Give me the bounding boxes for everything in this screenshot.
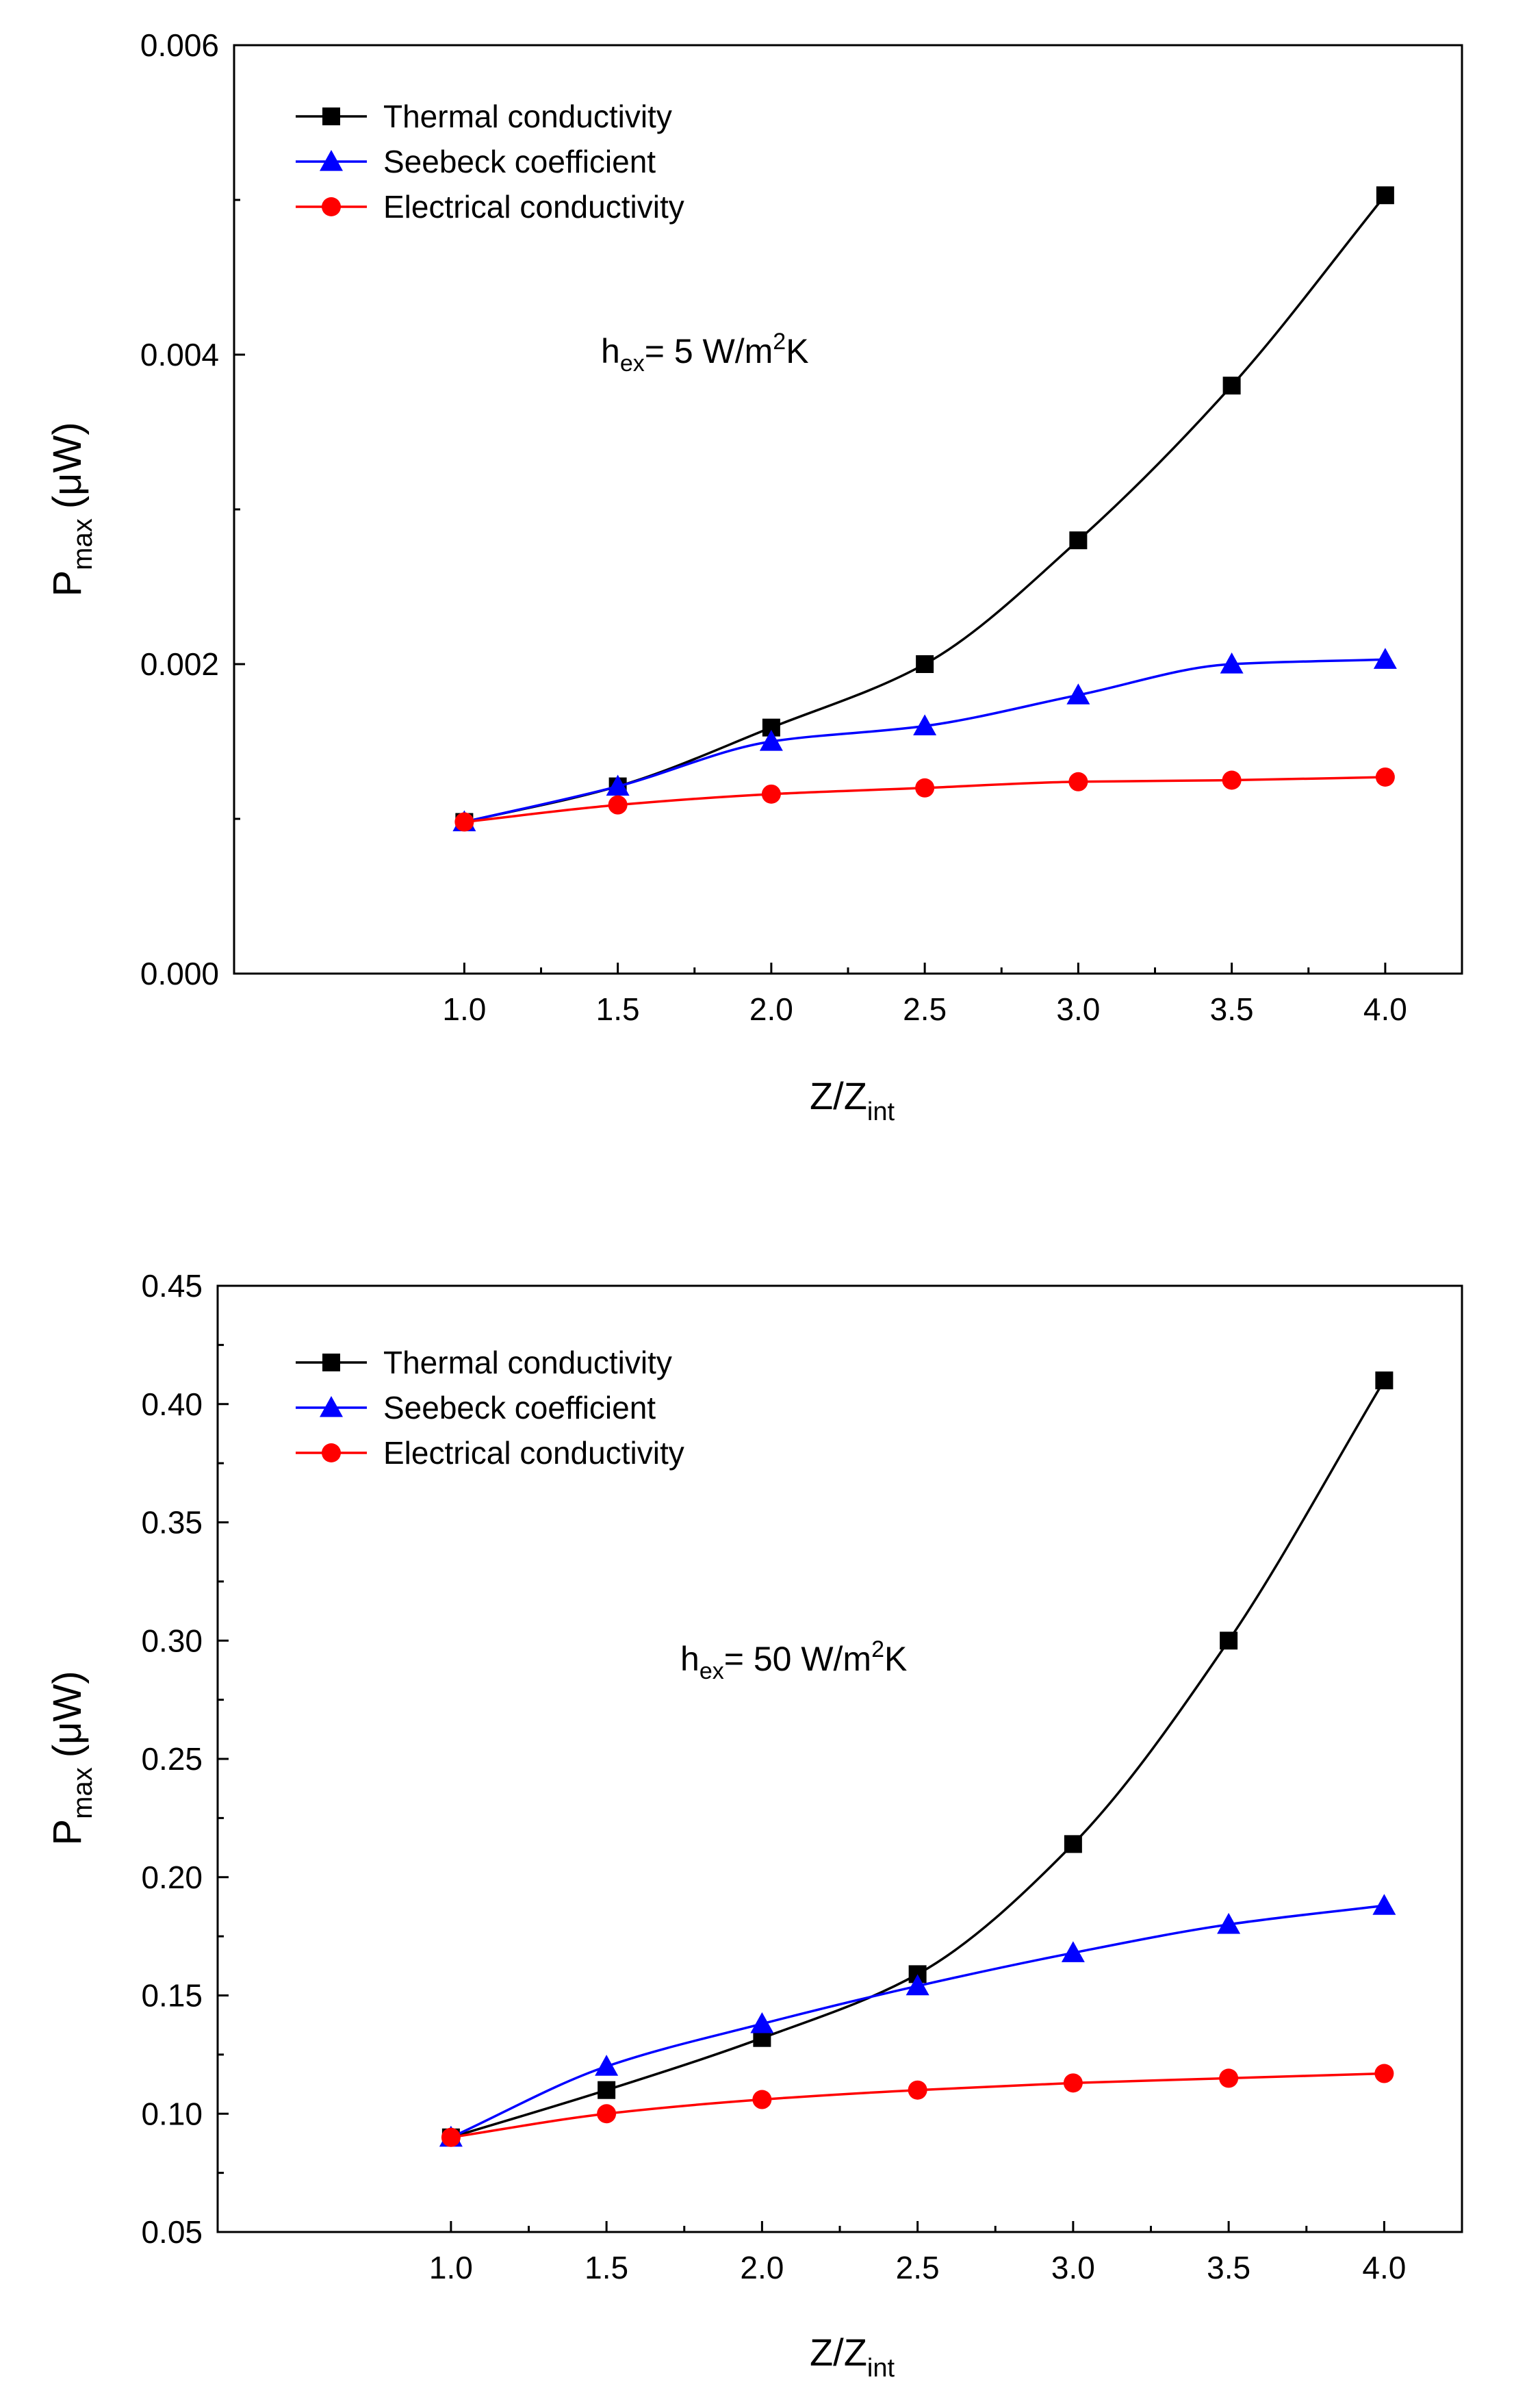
x-tick-label: 2.5 bbox=[903, 991, 947, 1027]
data-point-triangle bbox=[1061, 1941, 1085, 1962]
legend-label: Seebeck coefficient bbox=[383, 1390, 656, 1425]
x-tick-label: 1.0 bbox=[442, 991, 486, 1027]
y-tick-label: 0.30 bbox=[141, 1623, 203, 1658]
data-point-circle bbox=[1068, 772, 1088, 791]
data-point-circle bbox=[1063, 2073, 1083, 2093]
legend-label: Thermal conductivity bbox=[383, 99, 672, 134]
y-tick-label: 0.002 bbox=[140, 646, 219, 682]
x-tick-label: 1.5 bbox=[596, 991, 640, 1027]
data-point-circle bbox=[608, 795, 628, 815]
data-point-triangle bbox=[1372, 1894, 1396, 1915]
legend-marker-triangle bbox=[320, 150, 343, 171]
plot-frame bbox=[216, 1284, 1463, 2233]
series-line-triangle bbox=[463, 658, 1385, 824]
data-point-square bbox=[1375, 1371, 1394, 1390]
x-axis-label: Z/Zint bbox=[810, 2331, 895, 2383]
data-point-square bbox=[1376, 186, 1394, 205]
x-axis-label: Z/Zint bbox=[810, 1074, 895, 1126]
data-point-circle bbox=[597, 2104, 617, 2124]
data-point-triangle bbox=[595, 2055, 619, 2076]
legend-label: Electrical conductivity bbox=[383, 1435, 684, 1471]
legend-marker-triangle bbox=[320, 1396, 343, 1417]
y-tick-label: 0.004 bbox=[140, 337, 219, 372]
data-point-circle bbox=[1222, 770, 1242, 790]
x-tick-label: 1.5 bbox=[585, 2250, 628, 2285]
legend-marker-square bbox=[322, 1354, 340, 1371]
y-tick-label: 0.006 bbox=[140, 27, 219, 63]
x-tick-label: 4.0 bbox=[1363, 991, 1407, 1027]
data-point-triangle bbox=[1217, 1912, 1241, 1934]
y-axis-label: Pmax(μW) bbox=[45, 422, 98, 596]
data-point-circle bbox=[761, 784, 781, 804]
y-tick-label: 0.40 bbox=[141, 1386, 203, 1422]
data-point-triangle bbox=[1373, 648, 1397, 669]
data-point-square bbox=[598, 2081, 616, 2099]
annotation: hex= 5 W/m2K bbox=[601, 329, 809, 377]
data-point-square bbox=[1222, 377, 1241, 395]
annotation: hex= 50 W/m2K bbox=[680, 1636, 907, 1684]
x-tick-label: 4.0 bbox=[1362, 2250, 1406, 2285]
data-point-triangle bbox=[759, 730, 783, 751]
data-point-circle bbox=[441, 2127, 461, 2147]
y-axis-label: Pmax(μW) bbox=[45, 1671, 98, 1845]
data-point-circle bbox=[752, 2090, 772, 2109]
data-point-square bbox=[1069, 531, 1088, 550]
y-tick-label: 0.35 bbox=[141, 1505, 203, 1540]
x-tick-label: 2.5 bbox=[896, 2250, 940, 2285]
data-point-square bbox=[1064, 1835, 1082, 1853]
data-point-circle bbox=[454, 812, 474, 832]
x-tick-label: 3.5 bbox=[1207, 2250, 1250, 2285]
data-point-circle bbox=[1374, 2064, 1394, 2083]
data-point-triangle bbox=[750, 2012, 774, 2033]
y-tick-label: 0.25 bbox=[141, 1741, 203, 1777]
legend: Thermal conductivity Seebeck coefficient E… bbox=[296, 1345, 684, 1471]
x-tick-label: 3.0 bbox=[1051, 2250, 1095, 2285]
x-tick-label: 2.0 bbox=[749, 991, 793, 1027]
y-tick-label: 0.20 bbox=[141, 1860, 203, 1895]
data-point-triangle bbox=[906, 1974, 929, 1996]
data-point-circle bbox=[915, 778, 935, 798]
chart-1: 1.0 1.5 2.0 2.5 3.0 3.5 4.0 0.000 0.002 0.004 0.00… bbox=[45, 27, 1463, 1126]
legend-marker-circle bbox=[322, 197, 341, 216]
legend-label: Electrical conductivity bbox=[383, 189, 684, 225]
legend-label: Thermal conductivity bbox=[383, 1345, 672, 1380]
data-point-circle bbox=[908, 2080, 927, 2100]
series-line-triangle bbox=[450, 1904, 1385, 2139]
y-tick-label: 0.000 bbox=[140, 956, 219, 991]
y-tick-label: 0.10 bbox=[141, 2096, 203, 2131]
data-point-triangle bbox=[606, 774, 630, 796]
data-point-square bbox=[916, 655, 934, 673]
data-point-triangle bbox=[1066, 683, 1090, 705]
legend-marker-square bbox=[322, 107, 340, 125]
plot-frame bbox=[233, 44, 1463, 975]
data-point-circle bbox=[1375, 767, 1395, 787]
x-tick-label: 1.0 bbox=[429, 2250, 473, 2285]
data-point-triangle bbox=[913, 714, 937, 735]
data-point-square bbox=[1220, 1632, 1238, 1650]
x-tick-label: 3.0 bbox=[1056, 991, 1100, 1027]
x-tick-label: 2.0 bbox=[740, 2250, 784, 2285]
data-point-triangle bbox=[1220, 652, 1244, 674]
y-tick-label: 0.45 bbox=[141, 1268, 203, 1304]
data-point-circle bbox=[1219, 2068, 1239, 2088]
legend-label: Seebeck coefficient bbox=[383, 144, 656, 179]
y-tick-label: 0.05 bbox=[141, 2214, 203, 2250]
chart-2: 1.0 1.5 2.0 2.5 3.0 3.5 4.0 0.05 0.10 0.15 0.20 0.2… bbox=[45, 1268, 1463, 2383]
y-tick-label: 0.15 bbox=[141, 1978, 203, 2014]
series-line-square bbox=[450, 1380, 1385, 2139]
x-tick-label: 3.5 bbox=[1210, 991, 1254, 1027]
legend: Thermal conductivity Seebeck coefficient E… bbox=[296, 99, 684, 225]
legend-marker-circle bbox=[322, 1443, 341, 1462]
